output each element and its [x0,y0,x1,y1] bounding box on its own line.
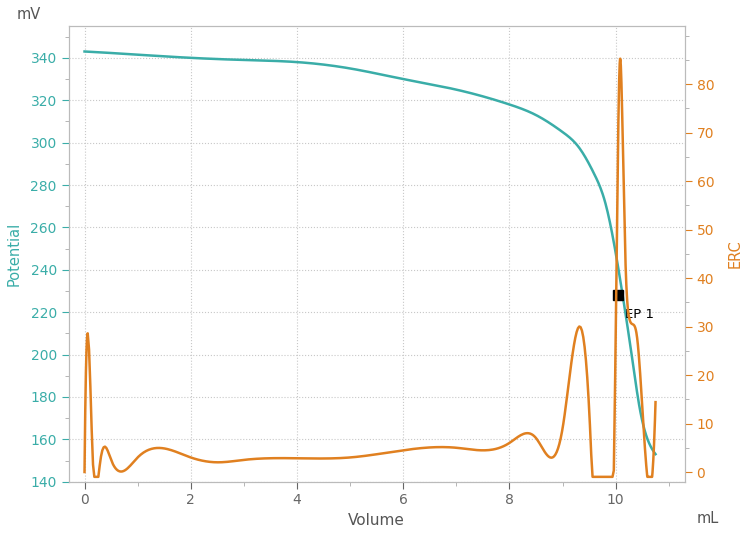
Text: mV: mV [16,6,40,21]
Y-axis label: Potential: Potential [7,221,22,286]
Text: EP 1: EP 1 [625,308,654,321]
X-axis label: Volume: Volume [348,513,405,528]
Text: mL: mL [697,511,719,526]
Y-axis label: ERC: ERC [728,240,743,268]
